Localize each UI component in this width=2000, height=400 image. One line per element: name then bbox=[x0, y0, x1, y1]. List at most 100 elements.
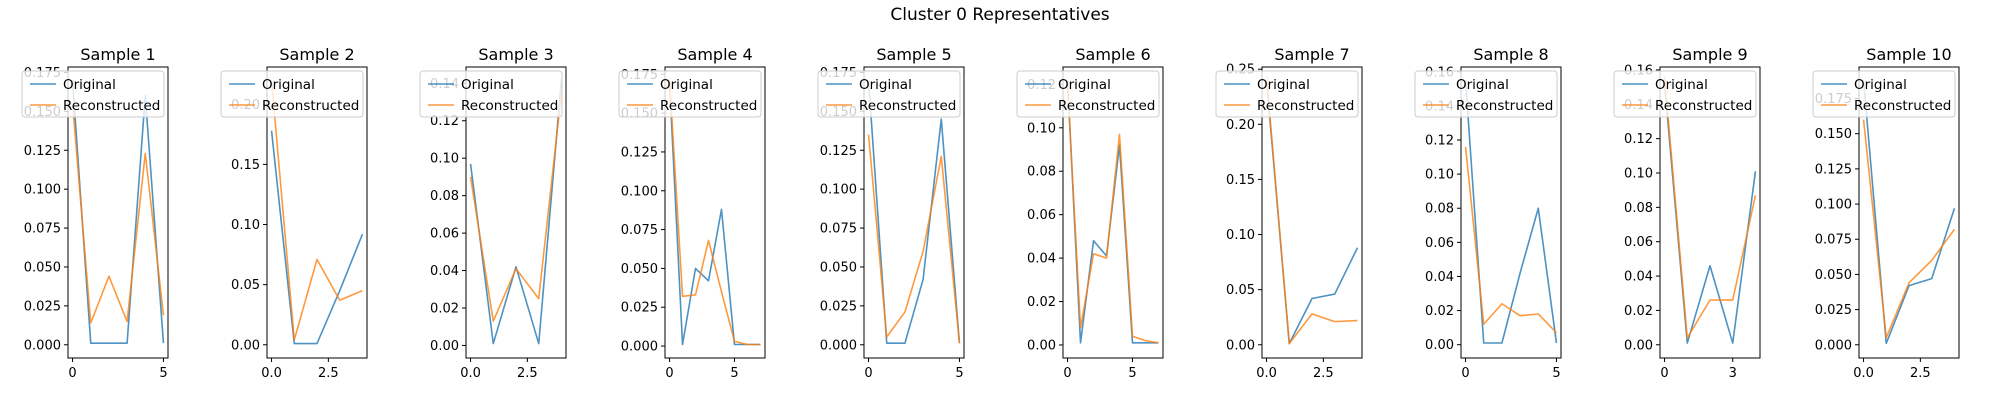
series-line-reconstructed bbox=[1862, 119, 1956, 339]
axes-frame bbox=[1261, 66, 1363, 359]
subplot-grid: 0.0000.0250.0500.0750.1000.1250.1500.175… bbox=[21, 45, 1960, 381]
legend-label-original: Original bbox=[660, 77, 713, 93]
axes-frame bbox=[863, 66, 965, 359]
y-tick-label: 0.08 bbox=[430, 189, 459, 204]
x-tick-label: 0 bbox=[68, 366, 76, 381]
legend-label-reconstructed: Reconstructed bbox=[859, 98, 956, 114]
legend-box bbox=[21, 70, 165, 118]
legend-label-original: Original bbox=[859, 77, 912, 93]
legend-box bbox=[1812, 70, 1956, 118]
x-tick-label: 5 bbox=[955, 366, 963, 381]
y-tick-label: 0.10 bbox=[1226, 228, 1255, 243]
y-tick-label: 0.10 bbox=[1425, 168, 1454, 183]
series-line-original bbox=[668, 82, 761, 346]
y-tick-label: 0.025 bbox=[621, 301, 658, 316]
legend: Original Reconstructed bbox=[1613, 70, 1757, 118]
series-line-original bbox=[1862, 80, 1956, 345]
legend-label-reconstructed: Reconstructed bbox=[1058, 98, 1155, 114]
y-tick-label: 0.04 bbox=[430, 264, 459, 279]
y-tick-label: 0.04 bbox=[1027, 252, 1056, 267]
y-tick-label: 0.12 bbox=[1425, 134, 1454, 149]
y-tick-label: 0.075 bbox=[1815, 233, 1852, 248]
legend-box bbox=[1613, 70, 1757, 118]
legend: Original Reconstructed bbox=[618, 70, 762, 118]
y-tick-label: 0.075 bbox=[621, 223, 658, 238]
x-tick-label: 0 bbox=[1063, 366, 1071, 381]
x-tick-label: 0.0 bbox=[261, 366, 282, 381]
legend-label-original: Original bbox=[262, 77, 315, 93]
subplot-8: 0.000.020.040.060.080.100.120.140.1605Sa… bbox=[1414, 45, 1562, 381]
legend-label-reconstructed: Reconstructed bbox=[1854, 98, 1951, 114]
x-tick-label: 2.5 bbox=[318, 366, 339, 381]
y-tick-label: 0.04 bbox=[1425, 270, 1454, 285]
subplot-5: 0.0000.0250.0500.0750.1000.1250.1500.175… bbox=[817, 45, 965, 381]
y-tick-label: 0.04 bbox=[1624, 270, 1653, 285]
y-tick-label: 0.050 bbox=[820, 260, 857, 275]
y-tick-label: 0.06 bbox=[1027, 208, 1056, 223]
subplot-title: Sample 5 bbox=[876, 45, 951, 64]
y-tick-label: 0.00 bbox=[1226, 338, 1255, 353]
subplot-title: Sample 8 bbox=[1473, 45, 1548, 64]
y-tick-label: 0.075 bbox=[24, 222, 61, 237]
y-tick-label: 0.025 bbox=[820, 299, 857, 314]
legend: Original Reconstructed bbox=[817, 70, 961, 118]
y-tick-label: 0.000 bbox=[621, 340, 658, 355]
y-tick-label: 0.100 bbox=[1815, 198, 1852, 213]
legend-label-reconstructed: Reconstructed bbox=[660, 98, 757, 114]
y-tick-label: 0.050 bbox=[621, 262, 658, 277]
x-tick-label: 0 bbox=[665, 366, 673, 381]
y-tick-label: 0.100 bbox=[820, 183, 857, 198]
x-tick-label: 3 bbox=[1729, 366, 1737, 381]
figure-title: Cluster 0 Representatives bbox=[890, 5, 1109, 25]
y-tick-label: 0.000 bbox=[820, 338, 857, 353]
x-tick-label: 5 bbox=[1552, 366, 1560, 381]
legend: Original Reconstructed bbox=[419, 70, 563, 118]
y-tick-label: 0.10 bbox=[1624, 166, 1653, 181]
x-tick-label: 2.5 bbox=[1910, 366, 1931, 381]
legend-label-reconstructed: Reconstructed bbox=[1655, 98, 1752, 114]
x-tick-label: 5 bbox=[159, 366, 167, 381]
y-tick-label: 0.10 bbox=[1027, 121, 1056, 136]
y-tick-label: 0.20 bbox=[1226, 118, 1255, 133]
y-tick-label: 0.02 bbox=[430, 302, 459, 317]
y-tick-label: 0.025 bbox=[24, 299, 61, 314]
y-tick-label: 0.00 bbox=[1425, 338, 1454, 353]
legend-label-original: Original bbox=[1257, 77, 1310, 93]
series-line-reconstructed bbox=[867, 134, 961, 344]
legend-box bbox=[1215, 70, 1359, 118]
legend-label-reconstructed: Reconstructed bbox=[1456, 98, 1553, 114]
y-tick-label: 0.000 bbox=[24, 338, 61, 353]
legend-label-original: Original bbox=[1655, 77, 1708, 93]
x-tick-label: 5 bbox=[1128, 366, 1136, 381]
legend-box bbox=[618, 70, 762, 118]
y-tick-label: 0.05 bbox=[231, 278, 260, 293]
y-tick-label: 0.15 bbox=[1226, 173, 1255, 188]
subplot-title: Sample 1 bbox=[80, 45, 155, 64]
series-line-original bbox=[1663, 83, 1757, 344]
y-tick-label: 0.12 bbox=[430, 114, 459, 129]
subplot-title: Sample 9 bbox=[1672, 45, 1747, 64]
series-line-reconstructed bbox=[1663, 76, 1757, 339]
series-line-original bbox=[867, 80, 961, 345]
legend-label-original: Original bbox=[1058, 77, 1111, 93]
series-line-reconstructed bbox=[1265, 76, 1358, 345]
y-tick-label: 0.100 bbox=[621, 184, 658, 199]
legend-label-original: Original bbox=[63, 77, 116, 93]
y-tick-label: 0.050 bbox=[1815, 268, 1852, 283]
series-line-original bbox=[1265, 80, 1359, 345]
x-tick-label: 0.0 bbox=[1853, 366, 1874, 381]
legend-box bbox=[220, 70, 364, 118]
legend-label-original: Original bbox=[1854, 77, 1907, 93]
legend-label-original: Original bbox=[1456, 77, 1509, 93]
y-tick-label: 0.125 bbox=[820, 144, 857, 159]
y-tick-label: 0.000 bbox=[1815, 338, 1852, 353]
x-tick-label: 2.5 bbox=[517, 366, 538, 381]
axes-frame bbox=[465, 66, 567, 359]
y-tick-label: 0.08 bbox=[1027, 165, 1056, 180]
subplot-title: Sample 3 bbox=[478, 45, 553, 64]
x-tick-label: 5 bbox=[730, 366, 738, 381]
legend: Original Reconstructed bbox=[21, 70, 165, 118]
subplot-1: 0.0000.0250.0500.0750.1000.1250.1500.175… bbox=[21, 45, 169, 381]
